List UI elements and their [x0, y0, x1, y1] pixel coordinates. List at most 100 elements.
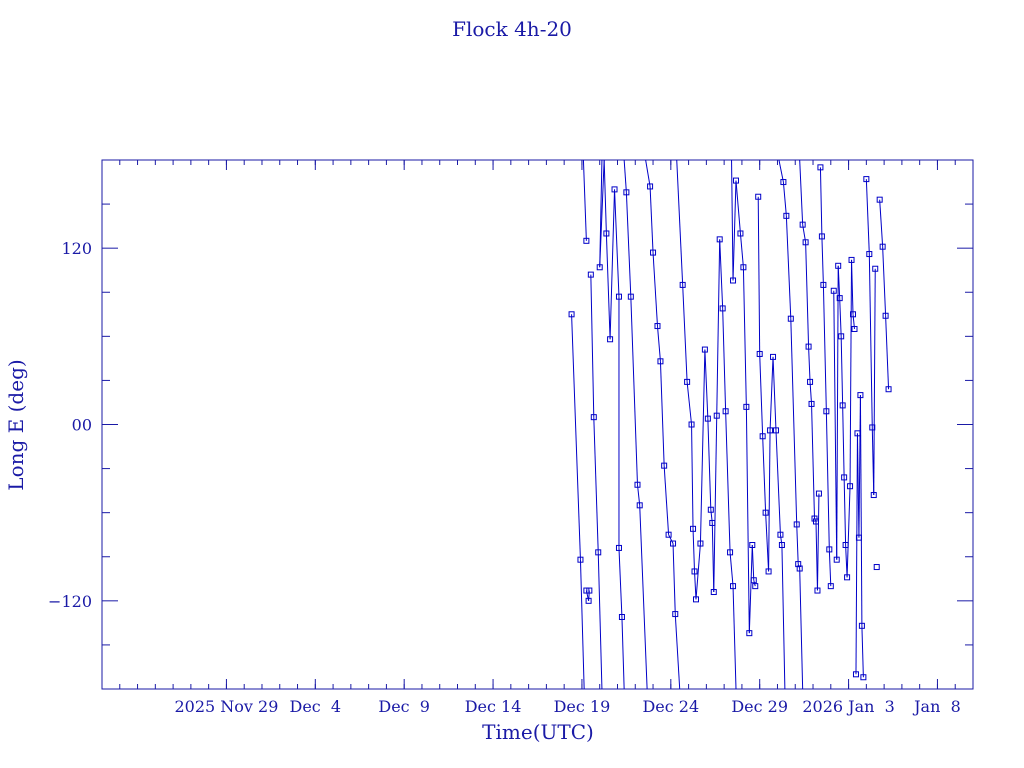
series-segment — [816, 493, 820, 591]
data-point-marker — [841, 474, 848, 481]
series-segment — [579, 559, 585, 689]
data-point-marker — [844, 574, 851, 581]
series-segment — [652, 252, 658, 327]
series-segment — [739, 233, 744, 268]
series-segment — [674, 614, 681, 689]
series-segment — [699, 349, 706, 544]
series-segment — [694, 571, 697, 600]
series-segment — [668, 534, 674, 544]
data-point-marker — [799, 221, 806, 228]
series-segment — [836, 265, 839, 560]
data-point-marker — [688, 421, 695, 428]
series-segment — [623, 160, 627, 193]
data-point-marker — [815, 490, 822, 497]
data-point-marker — [752, 583, 759, 590]
series-segment — [849, 259, 853, 487]
data-point-marker — [722, 408, 729, 415]
data-point-marker — [807, 378, 814, 385]
data-point-marker — [692, 596, 699, 603]
y-tick-label: −120 — [48, 592, 92, 611]
series-segment — [779, 534, 783, 546]
data-point-marker — [634, 481, 641, 488]
data-point-marker — [823, 408, 830, 415]
data-point-marker — [654, 323, 661, 330]
series-segment — [790, 318, 798, 525]
series-segment — [707, 418, 712, 510]
series-segment — [605, 233, 611, 340]
series-segment — [819, 167, 823, 237]
data-point-marker — [850, 311, 857, 318]
data-point-marker — [595, 549, 602, 556]
data-point-marker — [869, 424, 876, 431]
data-point-marker — [839, 402, 846, 409]
plot-area — [568, 160, 892, 689]
data-point-marker — [691, 568, 698, 575]
data-point-marker — [615, 293, 622, 300]
data-point-marker — [596, 264, 603, 271]
data-point-marker — [796, 565, 803, 572]
data-point-marker — [858, 622, 865, 629]
data-point-marker — [820, 281, 827, 288]
data-point-marker — [885, 386, 892, 393]
series-segment — [656, 326, 661, 362]
data-point-marker — [679, 281, 686, 288]
series-segment — [843, 477, 847, 546]
series-segment — [713, 415, 718, 593]
series-segment — [855, 433, 858, 675]
series-segment — [778, 160, 784, 183]
x-tick-label: Dec 9 — [378, 697, 430, 716]
data-point-marker — [759, 433, 766, 440]
data-point-marker — [830, 287, 837, 294]
series-segment — [659, 361, 665, 466]
series-segment — [593, 417, 599, 553]
x-tick-label: 2026 Jan 3 — [802, 697, 894, 716]
series-segment — [672, 543, 676, 615]
series-segment — [710, 509, 713, 524]
data-point-marker — [623, 189, 630, 196]
data-point-marker — [737, 230, 744, 237]
data-point-marker — [787, 315, 794, 322]
data-point-marker — [835, 262, 842, 269]
series-segment — [822, 284, 827, 412]
series-segment — [805, 242, 810, 347]
series-segment — [809, 381, 813, 404]
series-segment — [695, 543, 701, 600]
data-point-marker — [603, 230, 610, 237]
series-segment — [879, 199, 884, 247]
x-tick-label: Jan 8 — [912, 697, 961, 716]
data-point-marker — [746, 630, 753, 637]
data-point-marker — [780, 179, 787, 186]
data-point-marker — [833, 556, 840, 563]
data-point-marker — [882, 312, 889, 319]
data-point-marker — [870, 492, 877, 499]
series-segment — [735, 180, 741, 234]
data-point-marker — [795, 561, 802, 568]
series-segment — [851, 259, 854, 315]
series-segment — [751, 544, 755, 581]
series-segment — [745, 406, 750, 634]
data-point-marker — [755, 193, 762, 200]
series-segment — [759, 353, 764, 437]
data-point-marker — [855, 534, 862, 541]
series-segment — [729, 552, 734, 587]
series-segment — [682, 284, 688, 382]
data-point-marker — [772, 427, 779, 434]
data-point-marker — [713, 412, 720, 419]
series-segment — [868, 254, 873, 428]
series-segment — [840, 336, 844, 406]
data-point-marker — [876, 196, 883, 203]
series-segment — [716, 239, 721, 416]
data-point-marker — [615, 544, 622, 551]
data-point-marker — [704, 415, 711, 422]
data-point-marker — [611, 186, 618, 193]
series-segment — [821, 236, 824, 285]
data-point-marker — [765, 568, 772, 575]
chart-title: Flock 4h-20 — [452, 17, 572, 41]
series-segment — [597, 552, 603, 689]
series-segment — [725, 411, 731, 553]
data-point-marker — [710, 589, 717, 596]
data-point-marker — [847, 483, 854, 490]
data-point-marker — [701, 346, 708, 353]
data-point-marker — [716, 236, 723, 243]
series-segment — [772, 356, 777, 431]
